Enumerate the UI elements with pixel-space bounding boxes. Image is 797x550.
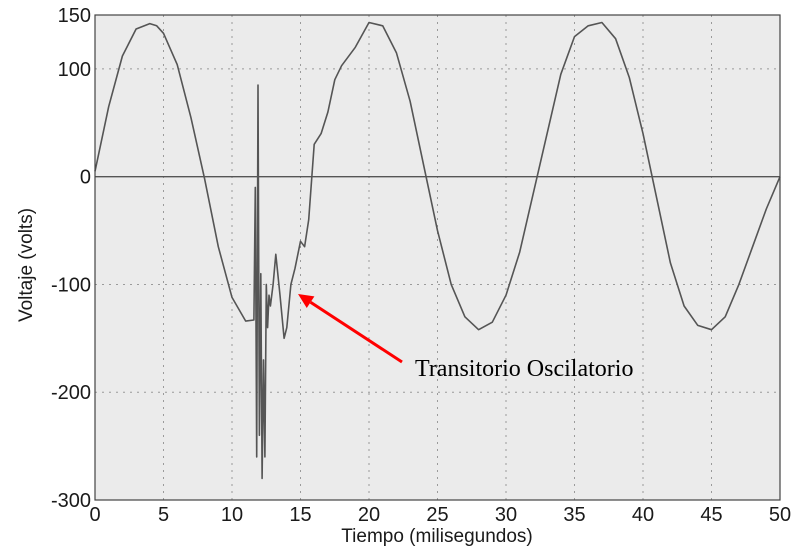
- y-tick-label: 0: [80, 167, 91, 189]
- x-tick-label: 45: [700, 504, 722, 526]
- x-tick-label: 35: [563, 504, 585, 526]
- arrow-shaft: [309, 300, 403, 364]
- series-line: [94, 21, 781, 480]
- annotation-label: Transitorio Oscilatorio: [415, 356, 633, 382]
- y-tick-label: 100: [58, 59, 91, 81]
- x-tick-label: 40: [632, 504, 654, 526]
- y-axis-label: Voltaje (volts): [16, 208, 37, 322]
- y-tick-label: -300: [51, 490, 91, 512]
- y-tick-label: -200: [51, 382, 91, 404]
- x-axis-label: Tiempo (milisegundos): [341, 526, 532, 547]
- x-tick-label: 10: [221, 504, 243, 526]
- y-tick-label: 150: [58, 5, 91, 27]
- x-tick-label: 5: [158, 504, 169, 526]
- x-tick-label: 30: [495, 504, 517, 526]
- arrow-head: [298, 293, 315, 309]
- x-tick-label: 25: [426, 504, 448, 526]
- annotation-arrow: [298, 293, 403, 364]
- plot-frame: [94, 14, 781, 501]
- x-tick-label: 20: [358, 504, 380, 526]
- plot-area: [95, 15, 780, 500]
- y-tick-label: -100: [51, 274, 91, 296]
- x-tick-label: 50: [769, 504, 791, 526]
- y-tick-labels: 150 100 0 -100 -200 -300: [51, 5, 91, 512]
- x-tick-labels: 0 5 10 15 20 25 30 35 40 45 50: [89, 504, 791, 526]
- x-tick-label: 15: [289, 504, 311, 526]
- x-tick-label: 0: [89, 504, 100, 526]
